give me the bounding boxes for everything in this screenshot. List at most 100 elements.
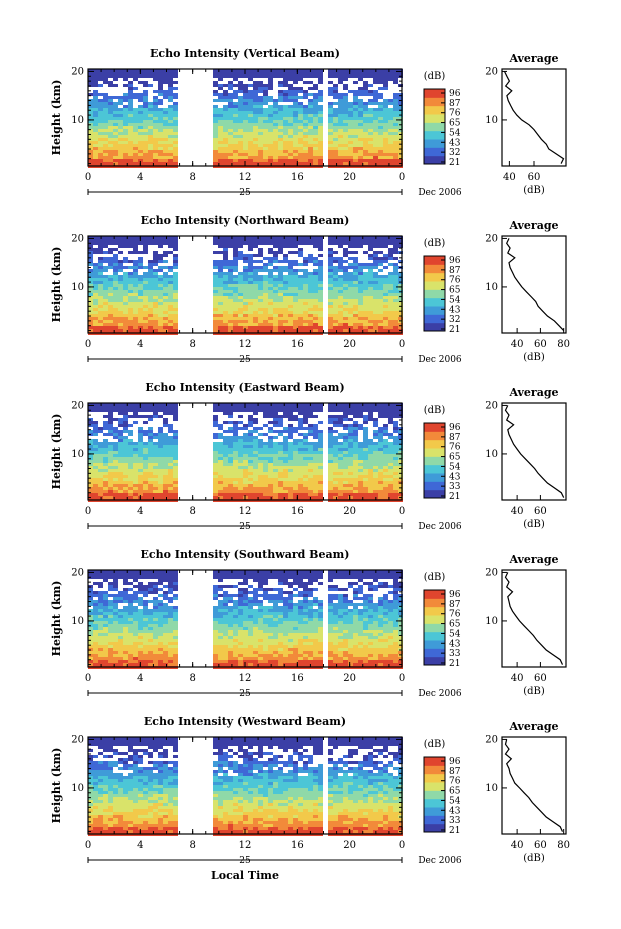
heatmap-cell (368, 454, 373, 457)
heatmap-cell (233, 135, 238, 138)
heatmap-cell (283, 99, 288, 102)
heatmap-cell (143, 123, 148, 126)
heatmap-cell (313, 93, 318, 96)
heatmap-cell (333, 96, 338, 99)
heatmap-cell (118, 120, 123, 123)
heatmap-cell (248, 126, 253, 129)
heatmap-cell (333, 329, 338, 332)
heatmap-cell (313, 481, 318, 484)
heatmap-cell (88, 475, 93, 478)
heatmap-cell (393, 114, 398, 117)
heatmap-cell (213, 81, 218, 84)
heatmap-cell (173, 326, 178, 329)
heatmap-cell (368, 302, 373, 305)
heatmap-cell (333, 147, 338, 150)
heatmap-cell (368, 242, 373, 245)
heatmap-cell (278, 284, 283, 287)
heatmap-cell (353, 478, 358, 481)
heatmap-cell (328, 162, 333, 165)
heatmap-cell (228, 236, 233, 239)
heatmap-cell (163, 281, 168, 284)
heatmap-cell (313, 290, 318, 293)
heatmap-cell (113, 320, 118, 323)
heatmap-cell (253, 123, 258, 126)
heatmap-cell (93, 120, 98, 123)
heatmap-cell (133, 272, 138, 275)
heatmap-cell (273, 69, 278, 72)
heatmap-cell (238, 472, 243, 475)
heatmap-cell (253, 457, 258, 460)
heatmap-cell (368, 406, 373, 409)
heatmap-cell (103, 96, 108, 99)
heatmap-cell (113, 284, 118, 287)
heatmap-cell (318, 242, 323, 245)
heatmap-cell (363, 159, 368, 162)
heatmap-cell (128, 466, 133, 469)
heatmap-cell (218, 299, 223, 302)
heatmap-cell (368, 317, 373, 320)
heatmap-cell (163, 460, 168, 463)
heatmap-cell (233, 475, 238, 478)
heatmap-cell (93, 75, 98, 78)
heatmap-cell (163, 81, 168, 84)
heatmap-cell (278, 269, 283, 272)
heatmap-cell (103, 448, 108, 451)
heatmap-cell (278, 308, 283, 311)
heatmap-cell (318, 293, 323, 296)
heatmap-cell (293, 72, 298, 75)
heatmap-cell (118, 269, 123, 272)
heatmap-cell (333, 424, 338, 427)
heatmap-cell (268, 87, 273, 90)
heatmap-cell (258, 329, 263, 332)
heatmap-cell (358, 129, 363, 132)
heatmap-cell (378, 305, 383, 308)
heatmap-cell (153, 144, 158, 147)
heatmap-cell (228, 472, 233, 475)
heatmap-cell (318, 156, 323, 159)
heatmap-cell (163, 69, 168, 72)
heatmap-cell (308, 147, 313, 150)
heatmap-cell (113, 296, 118, 299)
heatmap-cell (293, 147, 298, 150)
heatmap-cell (358, 275, 363, 278)
heatmap-cell (298, 493, 303, 496)
heatmap-cell (328, 418, 333, 421)
heatmap-cell (293, 78, 298, 81)
heatmap-cell (333, 132, 338, 135)
heatmap-cell (223, 90, 228, 93)
heatmap-cell (213, 293, 218, 296)
heatmap-cell (383, 290, 388, 293)
heatmap-cell (368, 329, 373, 332)
heatmap-cell (158, 481, 163, 484)
heatmap-cell (273, 141, 278, 144)
heatmap-cell (318, 138, 323, 141)
heatmap-cell (88, 326, 93, 329)
heatmap-cell (318, 472, 323, 475)
heatmap-cell (333, 84, 338, 87)
heatmap-cell (318, 317, 323, 320)
heatmap-cell (343, 308, 348, 311)
heatmap-cell (248, 317, 253, 320)
heatmap-cell (148, 269, 153, 272)
heatmap-cell (248, 326, 253, 329)
heatmap-cell (348, 469, 353, 472)
heatmap-cell (88, 147, 93, 150)
heatmap-cell (233, 114, 238, 117)
heatmap-cell (278, 147, 283, 150)
heatmap-cell (338, 278, 343, 281)
heatmap-cell (383, 120, 388, 123)
heatmap-cell (328, 314, 333, 317)
heatmap-cell (173, 275, 178, 278)
heatmap-cell (268, 311, 273, 314)
heatmap-cell (158, 257, 163, 260)
x-tick-label: 20 (343, 172, 356, 183)
heatmap-cell (263, 278, 268, 281)
heatmap-cell (388, 141, 393, 144)
heatmap-cell (138, 123, 143, 126)
heatmap-cell (253, 290, 258, 293)
heatmap-cell (173, 72, 178, 75)
heatmap-cell (218, 138, 223, 141)
heatmap-cell (148, 445, 153, 448)
heatmap-cell (163, 424, 168, 427)
heatmap-cell (283, 84, 288, 87)
